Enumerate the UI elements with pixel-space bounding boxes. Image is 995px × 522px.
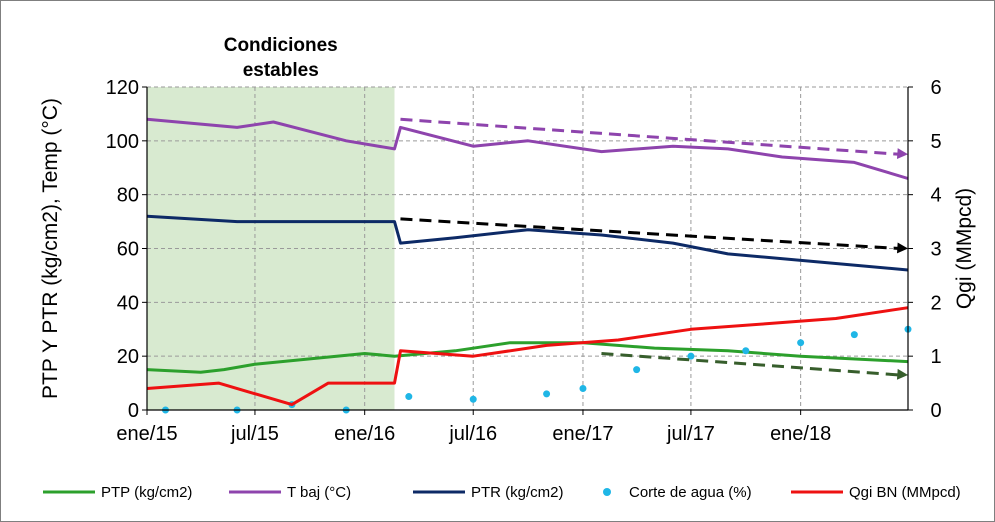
corte-agua-point [579, 384, 587, 392]
y-left-tick-label: 100 [106, 131, 139, 153]
y-left-tick-label: 20 [117, 346, 139, 368]
trend-arrowhead-0 [896, 148, 908, 159]
y-left-tick-label: 40 [117, 292, 139, 314]
x-tick-label: jul/16 [448, 423, 497, 445]
trend-layer [400, 117, 908, 380]
corte-agua-point [633, 366, 641, 374]
axes [142, 86, 913, 415]
legend-label-4: Qgi BN (MMpcd) [849, 484, 961, 501]
x-tick-label: ene/15 [116, 423, 177, 445]
y-right-tick-label: 5 [930, 131, 941, 153]
y-right-tick-label: 3 [930, 239, 941, 261]
y-right-tick-label: 0 [930, 400, 941, 422]
corte-agua-point [543, 390, 551, 398]
labels: 0 20 40 60 80 100 120 0 1 2 3 4 5 6 ene/15 jul/15 ene/16… [39, 35, 976, 445]
x-tick-label: ene/18 [770, 423, 831, 445]
series-layer [146, 117, 912, 414]
series-line-2 [146, 214, 909, 272]
legend-label-0: PTP (kg/cm2) [101, 484, 192, 501]
corte-agua-point [469, 395, 477, 403]
annotation-line-2: estables [243, 60, 319, 81]
y-right-tick-label: 6 [930, 77, 941, 99]
y-right-tick-label: 4 [930, 185, 941, 207]
y-right-axis-title: Qgi (MMpcd) [953, 188, 976, 309]
corte-agua-point [797, 339, 805, 347]
legend-label-2: PTR (kg/cm2) [471, 484, 564, 501]
y-right-tick-label: 2 [930, 292, 941, 314]
y-left-tick-label: 120 [106, 77, 139, 99]
trend-line-0 [400, 117, 901, 156]
x-tick-label: ene/17 [552, 423, 613, 445]
legend: PTP (kg/cm2) T baj (°C) PTR (kg/cm2) Corte … [43, 484, 961, 501]
x-tick-label: jul/17 [666, 423, 715, 445]
trend-line-1 [400, 217, 901, 250]
corte-agua-point [405, 393, 413, 401]
trend-arrowhead-1 [897, 242, 908, 254]
y-left-tick-label: 80 [117, 185, 139, 207]
x-tick-label: jul/15 [230, 423, 279, 445]
legend-label-1: T baj (°C) [287, 484, 351, 501]
corte-agua-point [742, 347, 750, 355]
y-left-tick-label: 0 [128, 400, 139, 422]
trend-line-2 [601, 351, 901, 377]
x-tick-label: ene/16 [334, 423, 395, 445]
y-right-tick-label: 1 [930, 346, 941, 368]
legend-label-3: Corte de agua (%) [629, 484, 752, 501]
trend-arrowhead-2 [896, 368, 908, 380]
series-line-4 [146, 306, 909, 407]
annotation-line-1: Condiciones [224, 35, 338, 56]
y-left-tick-label: 60 [117, 239, 139, 261]
y-left-axis-title: PTP Y PTR (kg/cm2), Temp (°C) [39, 98, 62, 399]
legend-marker-3 [603, 488, 611, 496]
corte-agua-point [850, 331, 858, 339]
corte-agua-point [687, 352, 695, 360]
series-line-1 [146, 117, 909, 180]
